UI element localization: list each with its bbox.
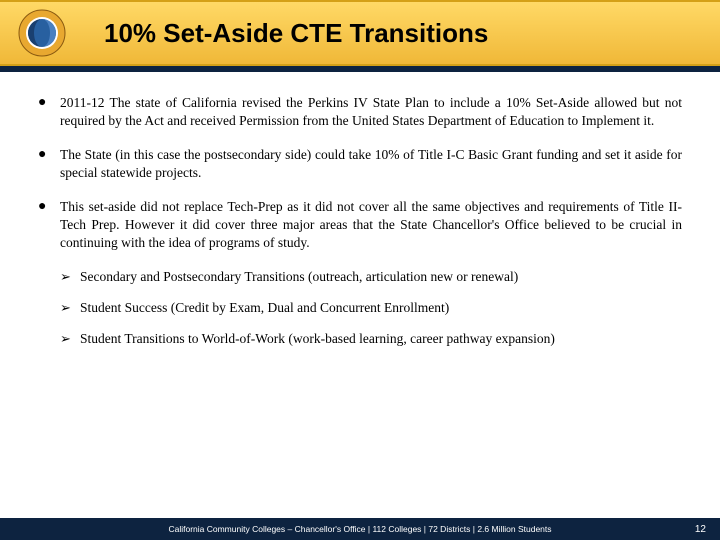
- bullet-marker: ●: [38, 146, 60, 182]
- sub-item: ➢ Student Success (Credit by Exam, Dual …: [60, 299, 682, 316]
- sub-text: Secondary and Postsecondary Transitions …: [80, 268, 682, 285]
- sub-item: ➢ Secondary and Postsecondary Transition…: [60, 268, 682, 285]
- content-area: ● 2011-12 The state of California revise…: [0, 72, 720, 347]
- sub-text: Student Transitions to World-of-Work (wo…: [80, 330, 682, 347]
- arrow-marker: ➢: [60, 330, 80, 347]
- footer-band: California Community Colleges – Chancell…: [0, 518, 720, 540]
- ccc-logo: [18, 9, 66, 57]
- bullet-text: This set-aside did not replace Tech-Prep…: [60, 198, 682, 252]
- arrow-marker: ➢: [60, 268, 80, 285]
- bullet-text: The State (in this case the postsecondar…: [60, 146, 682, 182]
- bullet-marker: ●: [38, 94, 60, 130]
- arrow-marker: ➢: [60, 299, 80, 316]
- header-band: 10% Set-Aside CTE Transitions: [0, 0, 720, 66]
- sub-text: Student Success (Credit by Exam, Dual an…: [80, 299, 682, 316]
- page-number: 12: [695, 524, 706, 535]
- bullet-marker: ●: [38, 198, 60, 252]
- bullet-item: ● 2011-12 The state of California revise…: [38, 94, 682, 130]
- page-title: 10% Set-Aside CTE Transitions: [104, 18, 488, 49]
- bullet-item: ● The State (in this case the postsecond…: [38, 146, 682, 182]
- sub-list: ➢ Secondary and Postsecondary Transition…: [60, 268, 682, 347]
- bullet-text: 2011-12 The state of California revised …: [60, 94, 682, 130]
- bullet-item: ● This set-aside did not replace Tech-Pr…: [38, 198, 682, 252]
- sub-item: ➢ Student Transitions to World-of-Work (…: [60, 330, 682, 347]
- footer-text: California Community Colleges – Chancell…: [168, 524, 551, 534]
